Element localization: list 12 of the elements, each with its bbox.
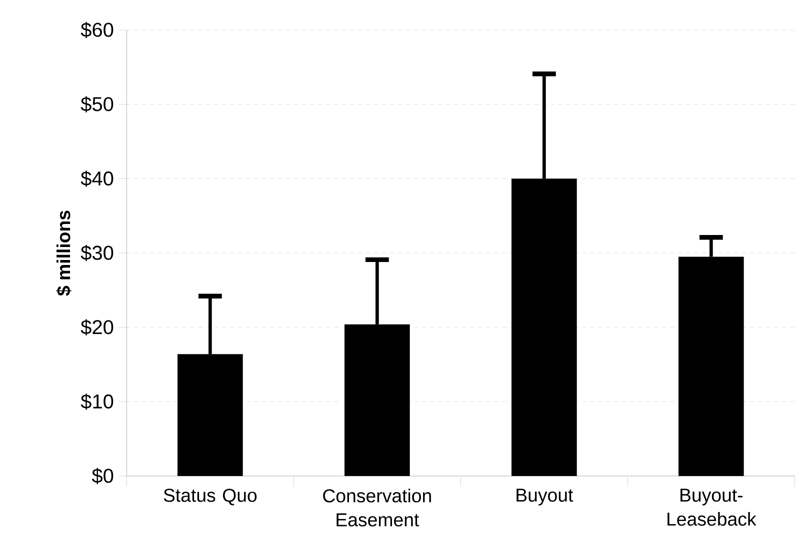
y-tick-label: $10: [80, 394, 114, 410]
y-tick-label: $60: [80, 22, 114, 38]
x-tick-label: Buyout: [516, 488, 574, 506]
y-tick-label: $40: [80, 170, 114, 187]
x-tick-label: Conservation Easement: [323, 488, 431, 526]
y-tick-label: $20: [80, 319, 114, 336]
y-tick-label: $50: [80, 96, 114, 112]
y-axis-title: $ millions: [56, 210, 72, 296]
x-tick-label: Status Quo: [164, 488, 257, 506]
x-tick-label: Buyout-Leaseback: [668, 488, 756, 526]
y-tick-label: $30: [80, 244, 114, 262]
y-tick-label: $0: [92, 468, 114, 484]
